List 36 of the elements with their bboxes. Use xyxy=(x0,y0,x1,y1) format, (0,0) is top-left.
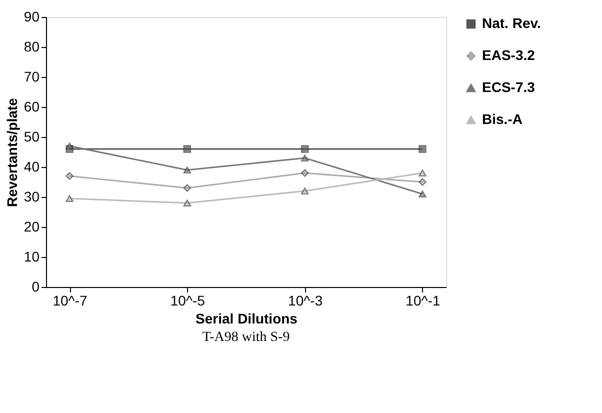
y-tick-label: 50 xyxy=(24,128,40,144)
legend-label: ECS-7.3 xyxy=(482,79,536,95)
y-tick-label: 0 xyxy=(32,278,40,294)
point xyxy=(300,145,309,153)
point xyxy=(300,188,309,194)
y-tick-label: 40 xyxy=(24,158,40,174)
point xyxy=(66,195,74,202)
x-tick-label: 10^-1 xyxy=(406,292,440,308)
legend-label: Nat. Rev. xyxy=(482,15,541,31)
point xyxy=(183,184,192,192)
point xyxy=(418,170,426,176)
y-tick-label: 10 xyxy=(24,248,40,264)
point xyxy=(300,169,309,177)
point xyxy=(66,142,74,150)
y-tick-label: 30 xyxy=(24,188,40,204)
y-tick-label: 70 xyxy=(24,68,40,84)
point xyxy=(183,145,192,153)
x-tick-label: 10^-7 xyxy=(52,292,88,308)
y-axis-title: Revertants/plate xyxy=(4,98,20,207)
y-tick-label: 90 xyxy=(24,8,40,24)
point xyxy=(418,145,426,153)
point xyxy=(418,178,426,186)
point xyxy=(183,166,192,174)
x-axis-title: Serial Dilutions xyxy=(196,310,298,326)
y-tick-label: 60 xyxy=(24,98,40,114)
legend-label: Bis.-A xyxy=(482,111,522,127)
y-tick-label: 80 xyxy=(24,38,40,54)
x-tick-label: 10^-3 xyxy=(288,292,323,308)
point xyxy=(183,200,192,206)
text: T-A98 with S-9 xyxy=(202,330,290,345)
x-tick-label: 10^-5 xyxy=(170,292,206,308)
y-tick-label: 20 xyxy=(24,218,40,234)
point xyxy=(418,190,426,198)
legend-label: EAS-3.2 xyxy=(482,47,536,63)
point xyxy=(300,154,309,162)
point xyxy=(66,172,74,180)
